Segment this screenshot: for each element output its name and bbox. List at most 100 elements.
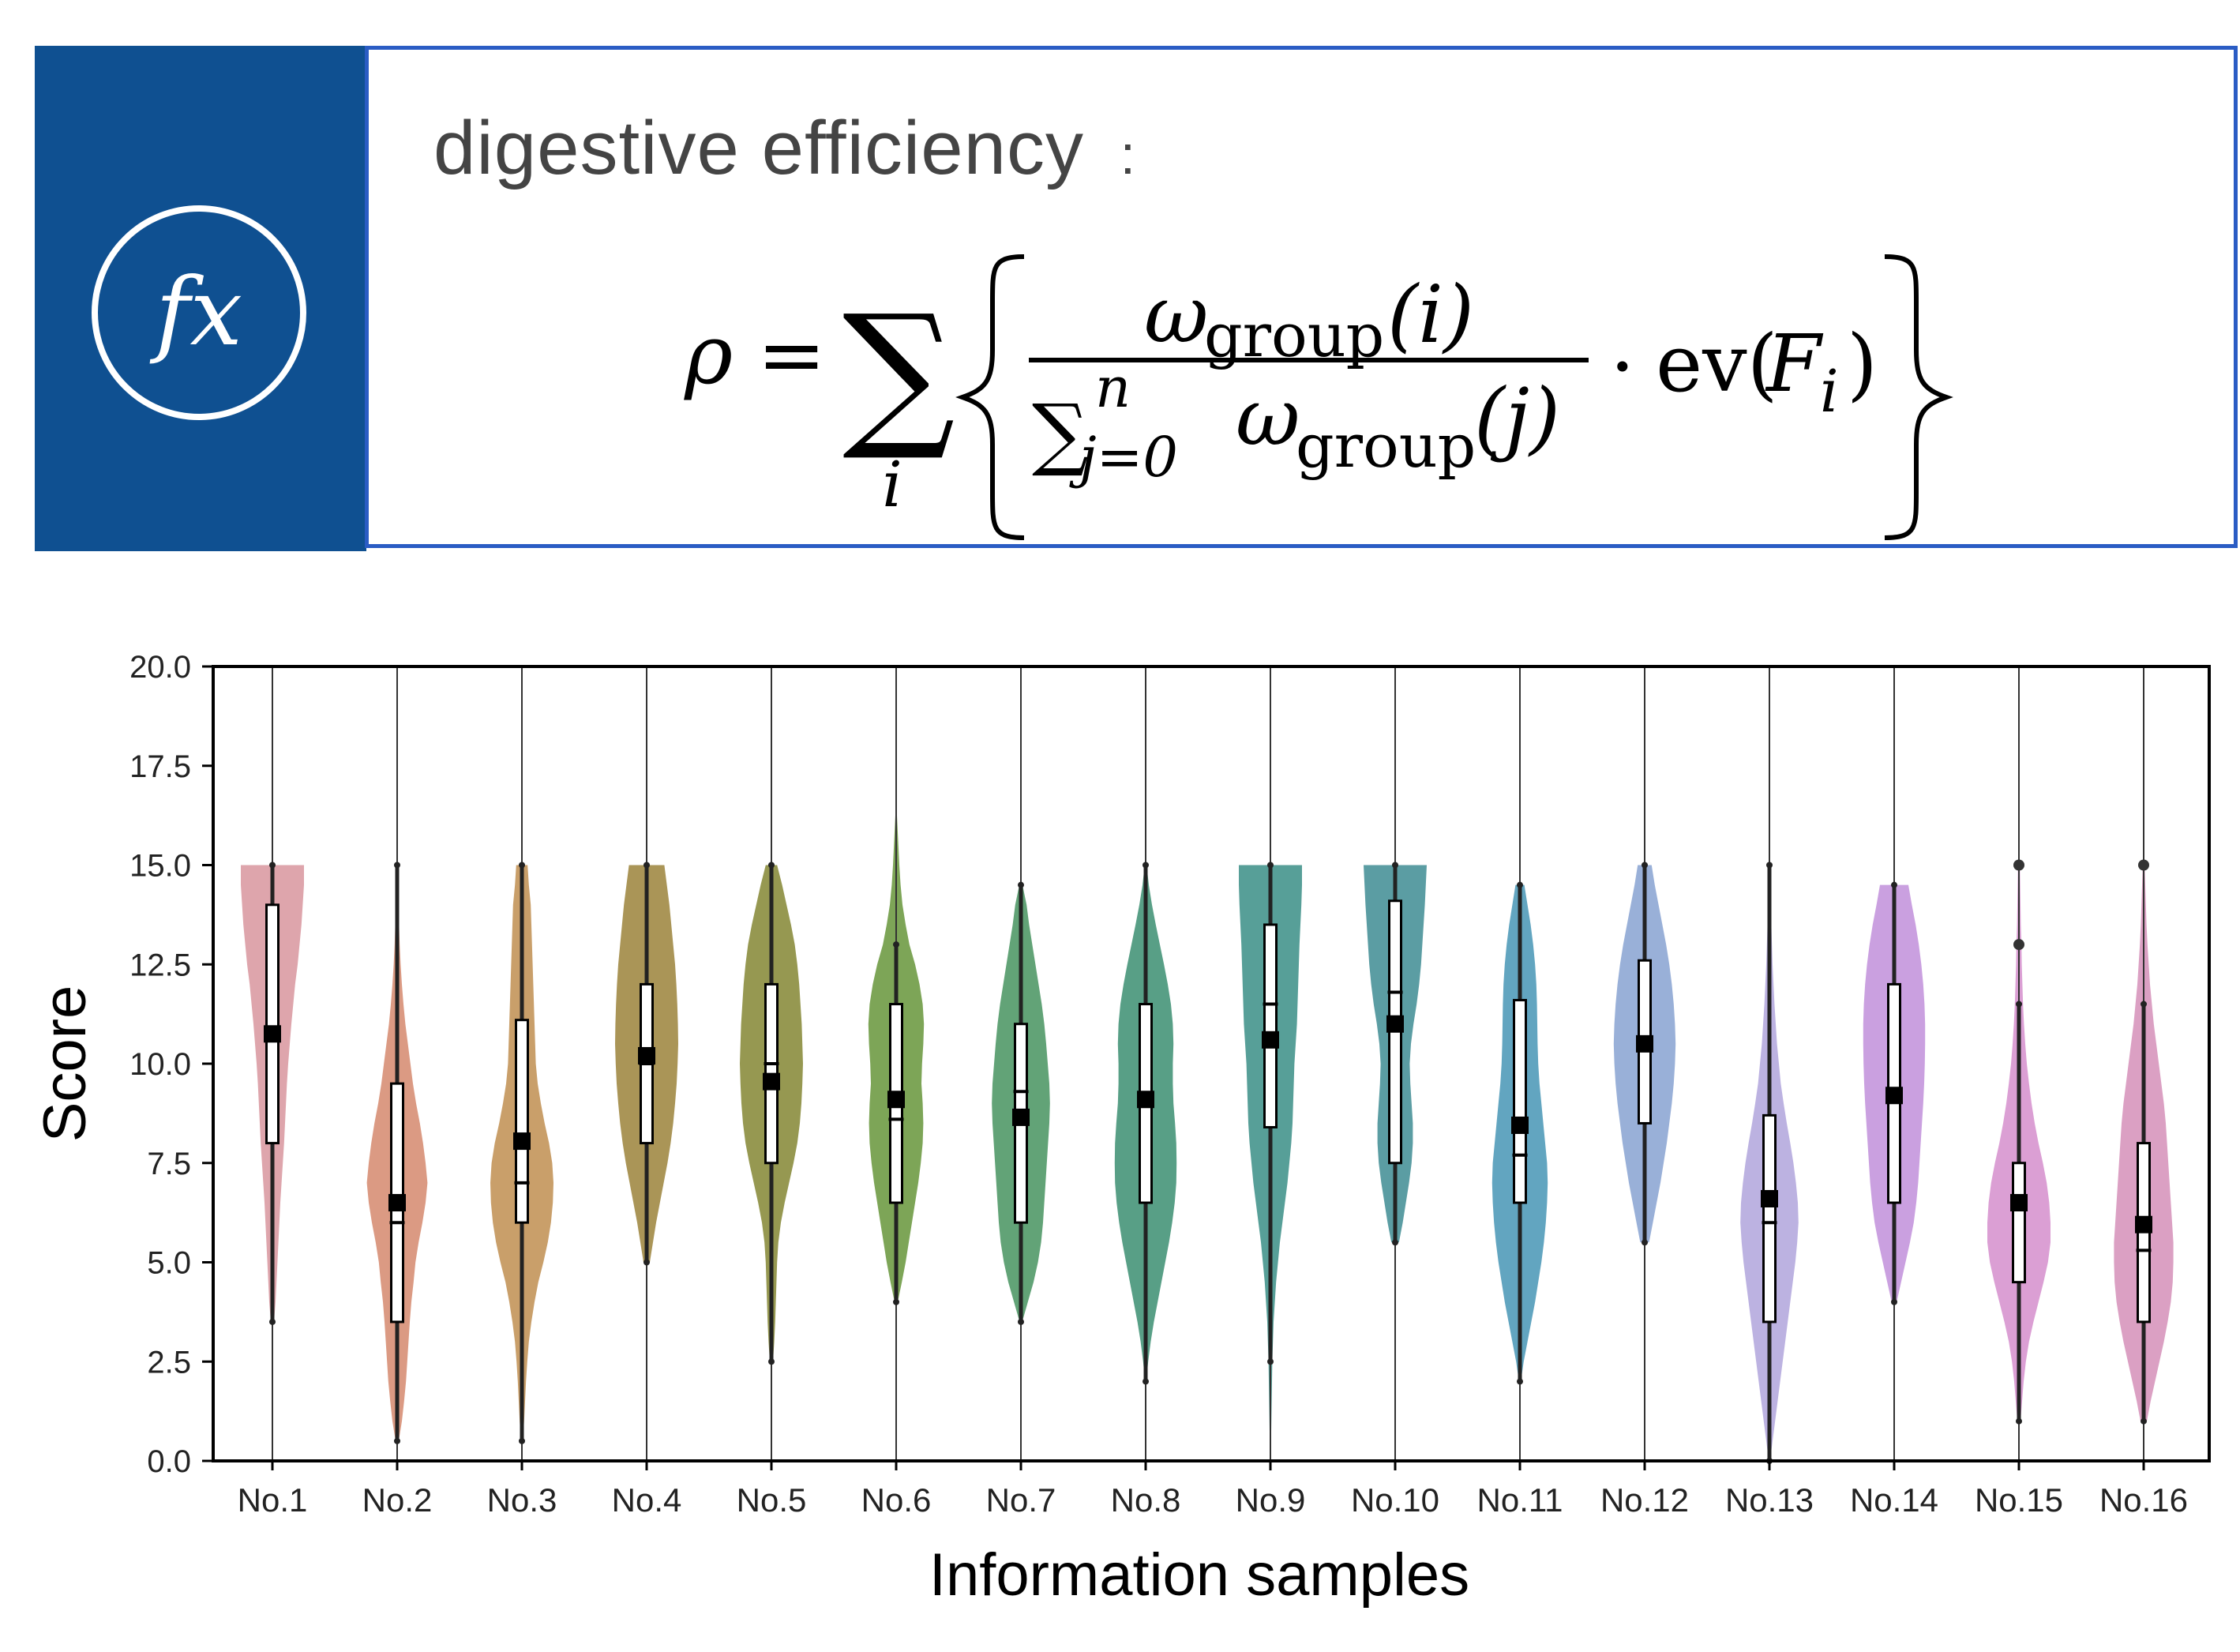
mean-marker-No.4 xyxy=(638,1046,655,1064)
outlier-point xyxy=(2013,859,2024,871)
x-tick-label: No.12 xyxy=(1600,1481,1689,1519)
x-tick-label: No.6 xyxy=(861,1481,932,1519)
y-tick-label: 2.5 xyxy=(147,1345,191,1380)
x-tick-label: No.1 xyxy=(238,1481,308,1519)
mean-marker-No.13 xyxy=(1761,1190,1778,1208)
mean-marker-No.12 xyxy=(1636,1034,1653,1053)
formula-denominator-group: group xyxy=(1296,411,1476,481)
formula-close-paren: ) xyxy=(1847,317,1878,410)
formula-panel: fx digestive efficiency : ρ = ∑ i ω grou… xyxy=(35,46,2238,551)
mean-marker-No.6 xyxy=(887,1091,905,1109)
whisker-end xyxy=(893,941,899,948)
formula-denominator-sum: ∑ xyxy=(1032,387,1088,479)
x-tick-label: No.9 xyxy=(1236,1481,1306,1519)
whisker-end xyxy=(519,1437,525,1444)
formula-title-colon: : xyxy=(1120,124,1137,186)
whisker-end xyxy=(768,862,775,869)
whisker-end xyxy=(1642,862,1648,869)
x-tick-label: No.16 xyxy=(2099,1481,2188,1519)
y-tick-label: 20.0 xyxy=(129,650,191,685)
whisker-end xyxy=(269,862,276,869)
x-tick-label: No.7 xyxy=(986,1481,1056,1519)
whisker-end xyxy=(1517,1378,1523,1385)
y-tick-label: 12.5 xyxy=(129,948,191,982)
whisker-end xyxy=(643,1259,650,1266)
mean-marker-No.8 xyxy=(1137,1091,1154,1109)
whisker-end xyxy=(394,862,400,869)
whisker-end xyxy=(1392,1239,1398,1246)
box-series xyxy=(264,666,2152,1464)
whisker-end xyxy=(643,862,650,869)
y-axis-title: Score xyxy=(32,986,99,1143)
whisker-end xyxy=(1642,1239,1648,1246)
formula-F: F xyxy=(1765,317,1824,410)
x-tick-label: No.8 xyxy=(1111,1481,1181,1519)
formula-numerator-omega: ω xyxy=(1144,268,1209,361)
formula-box: digestive efficiency : ρ = ∑ i ω group (… xyxy=(365,46,2238,548)
whisker-end xyxy=(1766,862,1773,869)
formula-equals: = xyxy=(757,306,826,403)
formula-denominator-sup: n xyxy=(1095,355,1131,420)
whisker-end xyxy=(1517,881,1523,888)
x-tick-label: No.14 xyxy=(1850,1481,1938,1519)
formula-rho: ρ xyxy=(684,306,733,403)
mean-marker-No.1 xyxy=(264,1025,281,1043)
whisker-end xyxy=(2016,1001,2022,1008)
formula-ev: ev( xyxy=(1656,317,1778,410)
box-No.15 xyxy=(2012,1162,2026,1284)
formula-dot: · xyxy=(1610,321,1635,413)
whisker-end xyxy=(1018,1318,1024,1325)
whisker-end xyxy=(519,862,525,869)
whisker-end xyxy=(1891,1298,1897,1305)
formula-sum-symbol: ∑ xyxy=(842,281,955,465)
outlier-point xyxy=(2138,859,2149,871)
function-icon-block: fx xyxy=(35,46,366,551)
y-tick-label: 10.0 xyxy=(129,1047,191,1082)
whisker-end xyxy=(1891,881,1897,888)
box-No.3 xyxy=(515,1019,529,1224)
y-tick-label: 7.5 xyxy=(147,1147,191,1181)
mean-marker-No.9 xyxy=(1262,1031,1279,1049)
x-axis-title: Information samples xyxy=(929,1541,1469,1609)
whisker-end xyxy=(2016,1417,2022,1425)
formula-denominator-omega: ω xyxy=(1236,371,1300,464)
x-tick-label: No.10 xyxy=(1351,1481,1439,1519)
whisker-end xyxy=(1143,862,1149,869)
whisker-end xyxy=(1018,881,1024,888)
mean-marker-No.15 xyxy=(2010,1194,2028,1212)
whisker-end xyxy=(394,1437,400,1444)
whisker-end xyxy=(269,1318,276,1325)
formula-title-text: digestive efficiency xyxy=(433,106,1084,190)
function-icon: fx xyxy=(92,205,306,420)
formula-right-brace xyxy=(1884,254,1953,540)
mean-marker-No.5 xyxy=(763,1072,780,1091)
box-No.1 xyxy=(265,903,280,1145)
outlier-point xyxy=(2013,939,2024,951)
formula-denominator-arg: (j) xyxy=(1474,371,1560,464)
x-tick-label: No.11 xyxy=(1477,1481,1563,1519)
box-No.13 xyxy=(1762,1113,1777,1323)
y-tick-label: 5.0 xyxy=(147,1246,191,1281)
box-No.9 xyxy=(1263,923,1278,1128)
whisker-end xyxy=(1143,1378,1149,1385)
formula-equation: ρ = ∑ i ω group (i) ∑ n j=0 ω group (j) … xyxy=(684,254,1953,540)
formula-sum-index: i xyxy=(882,448,902,521)
mean-marker-No.11 xyxy=(1511,1116,1529,1134)
mean-marker-No.10 xyxy=(1386,1015,1404,1033)
violin-chart: 0.02.55.07.510.012.515.017.520.0 No.1 No.… xyxy=(32,650,2211,1609)
formula-denominator-sub: j=0 xyxy=(1069,425,1178,490)
x-tick-label: No.5 xyxy=(737,1481,807,1519)
mean-marker-No.16 xyxy=(2135,1215,2152,1233)
whisker-end xyxy=(2141,1417,2147,1425)
formula-left-brace xyxy=(955,254,1025,540)
whisker-end xyxy=(768,1358,775,1365)
mean-marker-No.7 xyxy=(1012,1108,1030,1126)
formula-numerator-arg: (i) xyxy=(1387,268,1474,361)
whisker-end xyxy=(1267,862,1274,869)
x-axis: No.1 No.2 No.3 No.4 No.5 No.6 No.7 No.8 No.9 No.1… xyxy=(238,1461,2188,1519)
x-tick-label: No.13 xyxy=(1725,1481,1814,1519)
whisker-end xyxy=(1392,862,1398,869)
y-tick-label: 15.0 xyxy=(129,849,191,884)
box-No.11 xyxy=(1513,999,1527,1204)
mean-marker-No.14 xyxy=(1885,1087,1903,1105)
